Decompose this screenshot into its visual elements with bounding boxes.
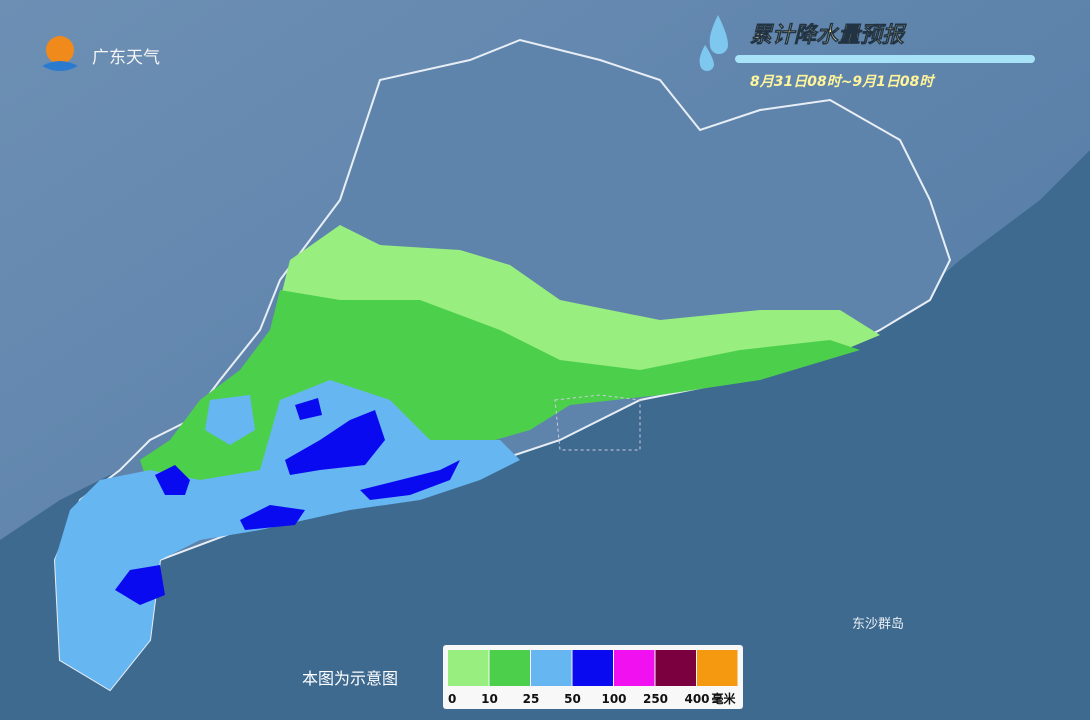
map-note: 本图为示意图 [302, 669, 398, 688]
rain-area [360, 460, 460, 500]
logo: 广东天气 [42, 36, 160, 71]
rain-areas [55, 225, 880, 690]
legend-swatch [448, 650, 489, 686]
subtitle: 8月31日08时~9月1日08时 [750, 74, 936, 90]
legend-tick-label: 100 [601, 692, 626, 706]
legend-swatch [531, 650, 572, 686]
legend-unit: 毫米 [711, 691, 736, 706]
rain-area [155, 465, 190, 495]
rain-area [285, 410, 385, 475]
island-label: 东沙群岛 [852, 616, 904, 632]
legend-swatch [655, 650, 696, 686]
rain-area [240, 505, 305, 530]
legend-tick-label: 250 [643, 692, 668, 706]
legend-tick-label: 25 [523, 692, 540, 706]
legend-swatch [489, 650, 530, 686]
rain-area [115, 565, 165, 605]
legend-swatch [697, 650, 738, 686]
hk-macau-outline [554, 394, 641, 451]
legend: 0 10 25 50 100 250 400 毫米 [448, 650, 738, 706]
rain-area [205, 395, 255, 445]
rain-area [55, 380, 520, 690]
legend-swatch [572, 650, 613, 686]
drop-icon [699, 15, 728, 71]
legend-tick-label: 50 [564, 692, 581, 706]
legend-swatch [614, 650, 655, 686]
rain-area [295, 398, 322, 420]
logo-icon [46, 36, 74, 64]
title: 累计降水量预报 [750, 23, 907, 48]
legend-tick-label: 400 [684, 692, 709, 706]
logo-text: 广东天气 [92, 48, 160, 68]
legend-tick-label: 10 [481, 692, 498, 706]
title-bar [735, 55, 1035, 63]
logo-icon [42, 61, 78, 71]
legend-tick-label: 0 [448, 692, 456, 706]
